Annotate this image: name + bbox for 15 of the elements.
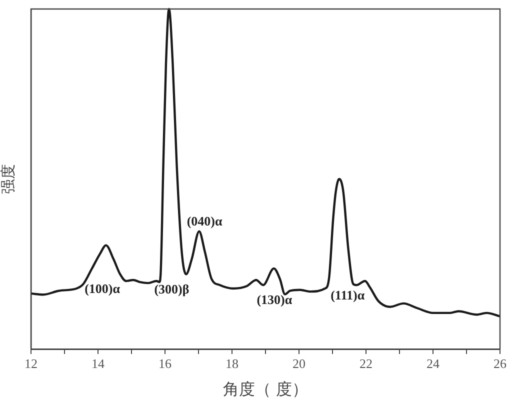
x-tick-label: 24 (426, 356, 440, 372)
annotation: (111)α (330, 287, 366, 302)
x-tick-label: 26 (494, 356, 507, 372)
x-tick-label: 20 (292, 356, 306, 372)
x-tick-label: 14 (92, 356, 105, 372)
annotation: (040)α (186, 214, 223, 229)
x-tick-label: 16 (158, 356, 172, 372)
annotation: (300)β (154, 282, 190, 297)
x-tick-label: 18 (226, 356, 238, 372)
annotation: (130)α (256, 292, 293, 308)
annotation: (100)α (84, 280, 121, 296)
x-tick-label: 22 (360, 356, 372, 372)
x-tick-label: 12 (24, 356, 38, 372)
y-axis-title: 强度 (0, 164, 17, 194)
x-axis-title: 角度（ 度） (222, 380, 308, 399)
